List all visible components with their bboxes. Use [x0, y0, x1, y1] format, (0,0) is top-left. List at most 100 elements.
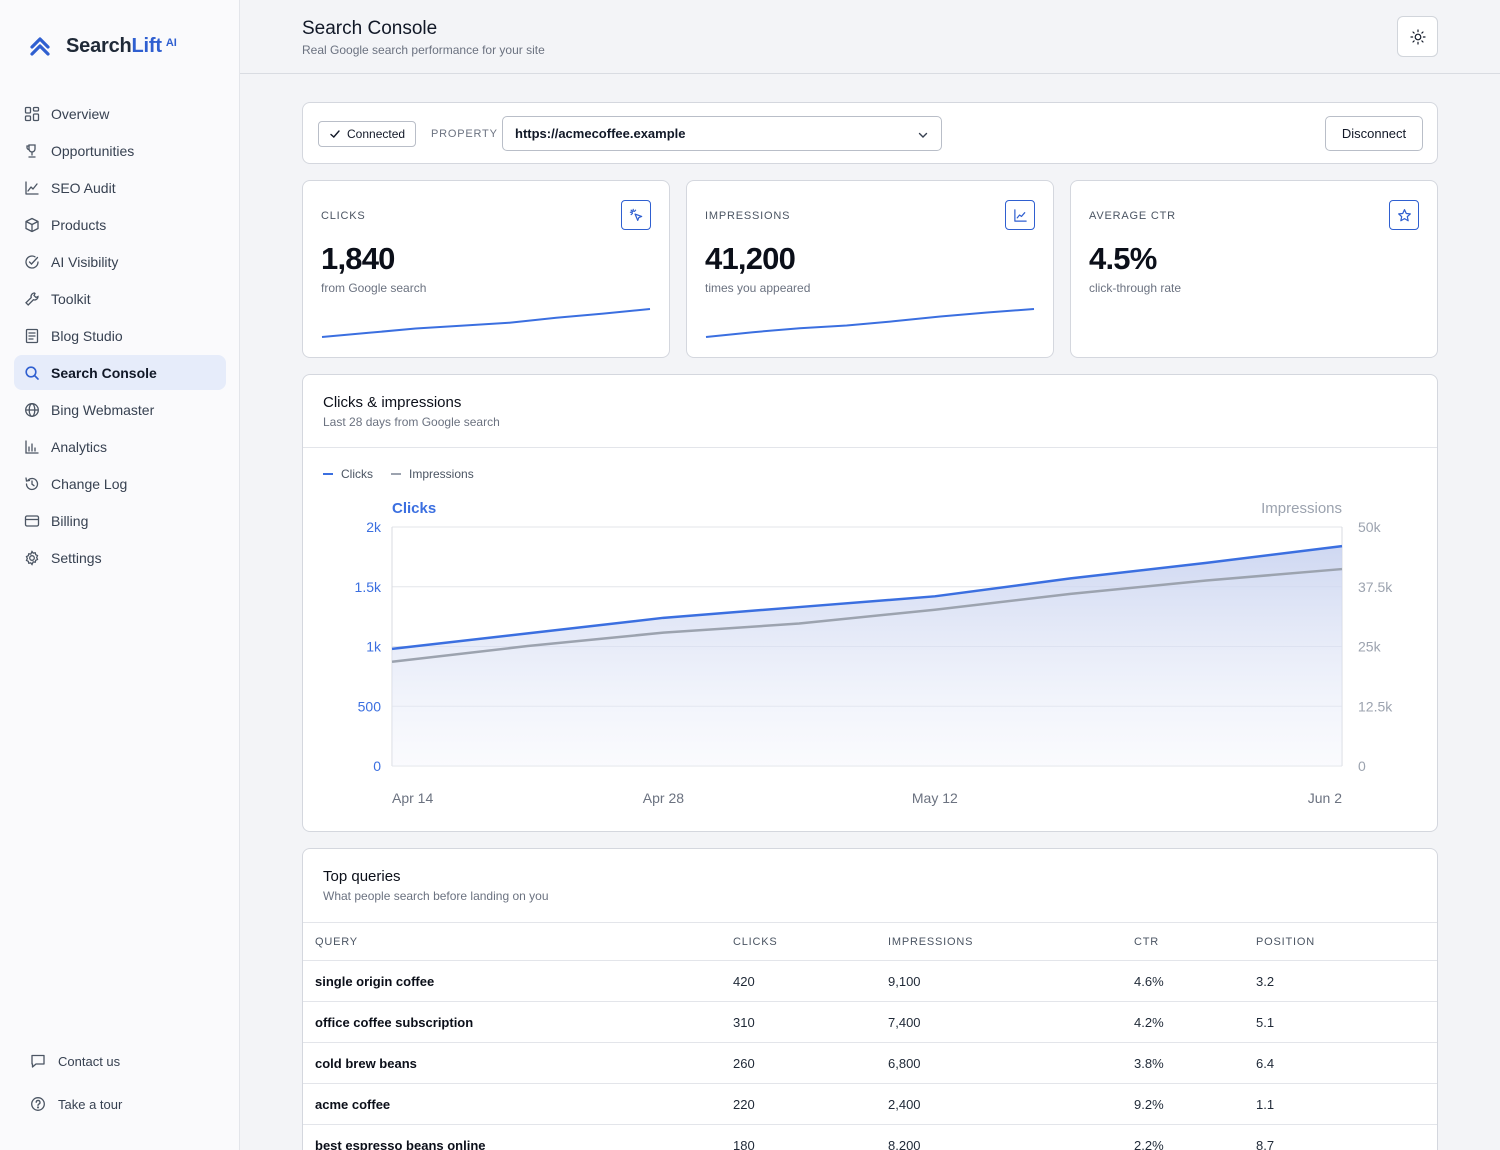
y-left-tick-label: 2k [366, 519, 382, 535]
sidebar-item-change-log[interactable]: Change Log [14, 466, 226, 501]
chevron-down-icon [918, 132, 928, 138]
sidebar-item-search-console[interactable]: Search Console [14, 355, 226, 390]
box-icon [25, 217, 39, 232]
sun-icon [1409, 28, 1426, 45]
sidebar-item-settings[interactable]: Settings [14, 540, 226, 575]
clicks-sparkline [321, 308, 651, 338]
sidebar-item-label: Bing Webmaster [51, 401, 155, 418]
section-title: Clicks & impressions [323, 394, 462, 411]
y-right-tick-label: 25k [1358, 639, 1382, 655]
sidebar-item-label: Billing [51, 512, 89, 529]
property-label: PROPERTY [431, 128, 498, 140]
impressions-sparkline-line [705, 308, 1035, 338]
legend-item-impressions[interactable]: Impressions [391, 467, 474, 481]
clicks-area [392, 546, 1342, 766]
connected-status-text: Connected [347, 127, 406, 141]
sidebar-item-overview[interactable]: Overview [14, 96, 226, 131]
column-header-clicks[interactable]: CLICKS [721, 922, 876, 961]
stat-card-clicks: CLICKS 1,840 from Google search [302, 180, 670, 358]
stat-icon-button [1389, 200, 1419, 230]
sidebar-item-opportunities[interactable]: Opportunities [14, 133, 226, 168]
sidebar-item-products[interactable]: Products [14, 207, 226, 242]
y-right-tick-label: 12.5k [1358, 698, 1393, 714]
page-header: Search Console Real Google search perfor… [240, 0, 1500, 74]
stat-value: 41,200 [705, 241, 796, 276]
sidebar-nav: Overview Opportunities SEO Audit Product… [14, 96, 226, 577]
sidebar-item-ai-visibility[interactable]: AI Visibility [14, 244, 226, 279]
table-row[interactable]: single origin coffee 420 9,100 4.6% 3.2 [303, 960, 1437, 1002]
y-right-tick-label: 50k [1358, 519, 1382, 535]
sidebar-item-label: Toolkit [51, 290, 91, 307]
brand-name: SearchLift [66, 34, 162, 57]
position-cell: 8.7 [1244, 1124, 1437, 1150]
theme-toggle-button[interactable] [1397, 16, 1438, 57]
chevrons-up-icon [30, 37, 50, 56]
section-title: Top queries [323, 868, 401, 885]
divider [303, 447, 1437, 448]
y-left-tick-label: 1k [366, 639, 382, 655]
column-header-impressions[interactable]: IMPRESSIONS [876, 922, 1122, 961]
sidebar-item-seo-audit[interactable]: SEO Audit [14, 170, 226, 205]
document-icon [25, 328, 39, 343]
sidebar-item-label: SEO Audit [51, 179, 116, 196]
stat-label: AVERAGE CTR [1089, 210, 1176, 222]
sidebar-item-toolkit[interactable]: Toolkit [14, 281, 226, 316]
column-header-ctr[interactable]: CTR [1122, 922, 1244, 961]
column-header-query[interactable]: QUERY [303, 922, 721, 961]
y-right-tick-label: 0 [1358, 758, 1366, 774]
property-select[interactable]: https://acmecoffee.example [502, 116, 942, 151]
sidebar-item-billing[interactable]: Billing [14, 503, 226, 538]
legend-item-clicks[interactable]: Clicks [323, 467, 373, 481]
stat-label: IMPRESSIONS [705, 210, 791, 222]
impressions-line [391, 567, 1343, 664]
position-cell: 5.1 [1244, 1001, 1437, 1043]
legend-label: Clicks [341, 467, 373, 481]
brand-suffix: AI [165, 37, 177, 49]
y-right-axis-title: Impressions [1261, 500, 1342, 517]
credit-card-icon [24, 514, 40, 527]
clicks-cell: 310 [721, 1001, 876, 1043]
star-icon [1397, 208, 1411, 221]
stat-value: 4.5% [1089, 241, 1157, 276]
take-tour-link[interactable]: Take a tour [30, 1096, 220, 1112]
stat-icon-button [1005, 200, 1035, 230]
section-subtitle: What people search before landing on you [323, 889, 549, 903]
disconnect-button[interactable]: Disconnect [1325, 116, 1423, 151]
page-title: Search Console [302, 18, 438, 39]
sidebar: SearchLift AI Overview Opportunities SEO… [0, 0, 240, 1150]
table-header-row: QUERY CLICKS IMPRESSIONS CTR POSITION [303, 922, 1437, 961]
query-cell: office coffee subscription [303, 1001, 721, 1043]
table-row[interactable]: cold brew beans 260 6,800 3.8% 6.4 [303, 1042, 1437, 1084]
brand-logo[interactable]: SearchLift AI [28, 34, 177, 58]
query-cell: cold brew beans [303, 1042, 721, 1084]
x-tick-label: May 12 [912, 790, 958, 806]
column-header-position[interactable]: POSITION [1244, 922, 1437, 961]
queries-table: QUERY CLICKS IMPRESSIONS CTR POSITION si… [303, 922, 1437, 1150]
take-tour-label: Take a tour [58, 1096, 123, 1112]
section-subtitle: Last 28 days from Google search [323, 415, 500, 429]
table-row[interactable]: office coffee subscription 310 7,400 4.2… [303, 1001, 1437, 1043]
ctr-cell: 2.2% [1122, 1124, 1244, 1150]
sidebar-item-bing-webmaster[interactable]: Bing Webmaster [14, 392, 226, 427]
stat-icon-button [621, 200, 651, 230]
clicks-impressions-card: Clicks & impressions Last 28 days from G… [302, 374, 1438, 832]
impressions-cell: 9,100 [876, 960, 1122, 1002]
sidebar-item-label: Blog Studio [51, 327, 123, 344]
sidebar-item-label: Change Log [51, 475, 128, 492]
grid-icon [24, 106, 40, 121]
impressions-cell: 6,800 [876, 1042, 1122, 1084]
cursor-click-icon [629, 208, 642, 221]
query-cell: best espresso beans online [303, 1124, 721, 1150]
stat-value: 1,840 [321, 241, 395, 276]
legend-label: Impressions [409, 467, 474, 481]
sidebar-item-analytics[interactable]: Analytics [14, 429, 226, 464]
table-row[interactable]: acme coffee 220 2,400 9.2% 1.1 [303, 1083, 1437, 1125]
table-row[interactable]: best espresso beans online 180 8,200 2.2… [303, 1124, 1437, 1150]
clicks-cell: 260 [721, 1042, 876, 1084]
position-cell: 6.4 [1244, 1042, 1437, 1084]
impressions-cell: 7,400 [876, 1001, 1122, 1043]
sidebar-item-label: Overview [51, 105, 110, 122]
sidebar-item-blog-studio[interactable]: Blog Studio [14, 318, 226, 353]
stat-caption: times you appeared [705, 281, 811, 295]
contact-us-link[interactable]: Contact us [30, 1053, 220, 1069]
